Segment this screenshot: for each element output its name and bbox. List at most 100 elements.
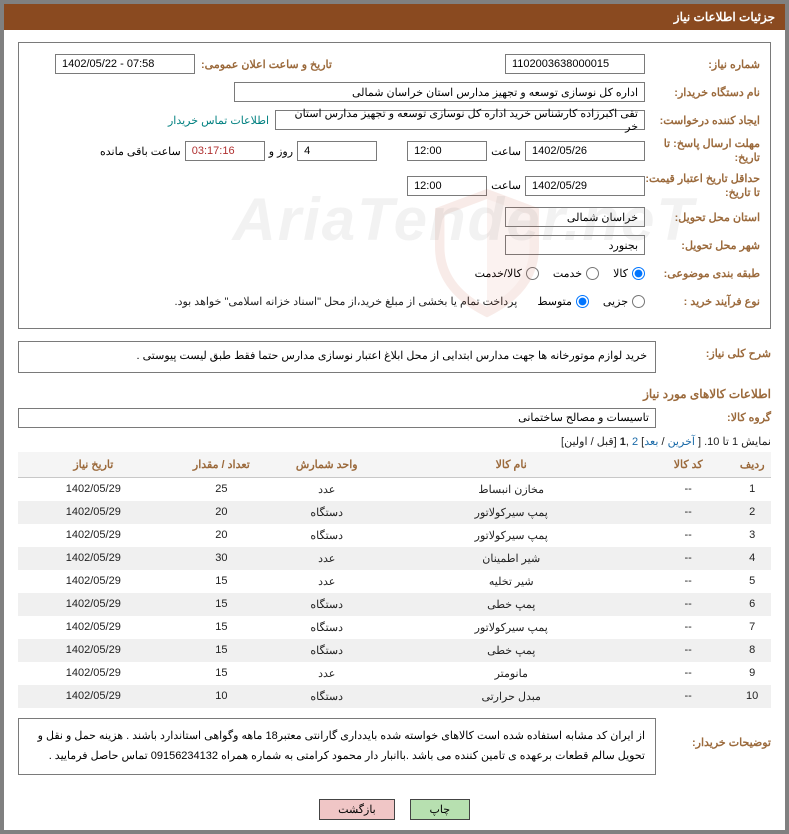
table-row: 1--مخازن انبساطعدد251402/05/29 xyxy=(18,477,771,501)
radio-goods[interactable] xyxy=(632,267,645,280)
table-cell: 4 xyxy=(733,547,771,570)
table-cell: 6 xyxy=(733,593,771,616)
table-cell: -- xyxy=(643,662,733,685)
field-creator: تقی اکبرزاده کارشناس خرید اداره کل نوساز… xyxy=(275,110,645,130)
radio-goods-service[interactable] xyxy=(526,267,539,280)
radio-service[interactable] xyxy=(586,267,599,280)
field-days-remaining: 4 xyxy=(297,141,377,161)
field-province: خراسان شمالی xyxy=(505,207,645,227)
col-header: واحد شمارش xyxy=(274,452,379,478)
table-cell: -- xyxy=(643,524,733,547)
row-province: استان محل تحویل: خراسان شمالی xyxy=(29,206,760,228)
radio-goods-wrap[interactable]: کالا xyxy=(613,267,645,280)
table-cell: -- xyxy=(643,616,733,639)
paging-prefix: نمایش 1 تا 10. [ xyxy=(695,436,771,448)
radio-service-wrap[interactable]: خدمت xyxy=(553,267,599,280)
table-cell: دستگاه xyxy=(274,639,379,662)
table-row: 2--پمپ سیرکولاتوردستگاه201402/05/29 xyxy=(18,501,771,524)
row-reply-deadline: مهلت ارسال پاسخ: تا تاریخ: 1402/05/26 سا… xyxy=(29,137,760,166)
goods-table-body: 1--مخازن انبساطعدد251402/05/292--پمپ سیر… xyxy=(18,477,771,708)
table-cell: -- xyxy=(643,501,733,524)
col-header: نام کالا xyxy=(379,452,643,478)
table-cell: 1402/05/29 xyxy=(18,524,169,547)
field-need-no: 1102003638000015 xyxy=(505,54,645,74)
table-cell: پمپ سیرکولاتور xyxy=(379,524,643,547)
table-cell: 15 xyxy=(169,662,274,685)
row-purchase-type: نوع فرآیند خرید : جزیی متوسط پرداخت تمام… xyxy=(29,290,760,312)
paging-prev-first: قبل / اولین xyxy=(564,436,614,448)
table-cell: 7 xyxy=(733,616,771,639)
label-purchase-type: نوع فرآیند خرید : xyxy=(645,295,760,308)
label-city: شهر محل تحویل: xyxy=(645,239,760,252)
row-buyer-org: نام دستگاه خریدار: اداره کل نوسازی توسعه… xyxy=(29,81,760,103)
table-cell: 25 xyxy=(169,477,274,501)
col-header: ردیف xyxy=(733,452,771,478)
table-cell: پمپ خطی xyxy=(379,639,643,662)
label-buyer-org: نام دستگاه خریدار: xyxy=(645,86,760,99)
radio-medium-wrap[interactable]: متوسط xyxy=(537,295,589,308)
table-cell: 1 xyxy=(733,477,771,501)
table-row: 4--شیر اطمینانعدد301402/05/29 xyxy=(18,547,771,570)
table-cell: -- xyxy=(643,593,733,616)
table-cell: 1402/05/29 xyxy=(18,501,169,524)
table-cell: شیر اطمینان xyxy=(379,547,643,570)
table-cell: مانومتر xyxy=(379,662,643,685)
label-days-and: روز و xyxy=(265,145,297,158)
table-cell: 20 xyxy=(169,524,274,547)
table-cell: 2 xyxy=(733,501,771,524)
field-price-valid-date: 1402/05/29 xyxy=(525,176,645,196)
row-creator: ایجاد کننده درخواست: تقی اکبرزاده کارشنا… xyxy=(29,109,760,131)
label-hour-2: ساعت xyxy=(487,179,525,192)
table-cell: 1402/05/29 xyxy=(18,547,169,570)
label-province: استان محل تحویل: xyxy=(645,211,760,224)
table-cell: عدد xyxy=(274,570,379,593)
table-cell: عدد xyxy=(274,547,379,570)
table-cell: 10 xyxy=(733,685,771,708)
goods-info-title: اطلاعات کالاهای مورد نیاز xyxy=(18,387,771,401)
payment-note: پرداخت تمام یا بخشی از مبلغ خرید،از محل … xyxy=(175,295,518,308)
table-cell: 8 xyxy=(733,639,771,662)
table-cell: 20 xyxy=(169,501,274,524)
col-header: تعداد / مقدار xyxy=(169,452,274,478)
goods-table-head: ردیفکد کالانام کالاواحد شمارشتعداد / مقد… xyxy=(18,452,771,478)
radio-medium[interactable] xyxy=(576,295,589,308)
radio-service-label: خدمت xyxy=(553,267,582,280)
radio-small-label: جزیی xyxy=(603,295,628,308)
field-time-remaining: 03:17:16 xyxy=(185,141,265,161)
radio-goods-label: کالا xyxy=(613,267,628,280)
table-row: 3--پمپ سیرکولاتوردستگاه201402/05/29 xyxy=(18,524,771,547)
table-row: 5--شیر تخلیهعدد151402/05/29 xyxy=(18,570,771,593)
table-cell: شیر تخلیه xyxy=(379,570,643,593)
paging-last-link[interactable]: آخرین xyxy=(668,436,695,448)
table-cell: 1402/05/29 xyxy=(18,593,169,616)
table-cell: مخازن انبساط xyxy=(379,477,643,501)
table-cell: پمپ خطی xyxy=(379,593,643,616)
table-cell: دستگاه xyxy=(274,685,379,708)
header-bar: جزئیات اطلاعات نیاز xyxy=(4,4,785,30)
radio-small-wrap[interactable]: جزیی xyxy=(603,295,645,308)
paging-sep1: / xyxy=(658,436,667,448)
table-cell: -- xyxy=(643,477,733,501)
paging-next-link[interactable]: بعد xyxy=(644,436,658,448)
table-cell: -- xyxy=(643,547,733,570)
row-price-validity: حداقل تاریخ اعتبار قیمت: تا تاریخ: 1402/… xyxy=(29,172,760,201)
field-city: بجنورد xyxy=(505,235,645,255)
label-announce-dt: تاریخ و ساعت اعلان عمومی: xyxy=(195,58,338,71)
table-row: 10--مبدل حرارتیدستگاه101402/05/29 xyxy=(18,685,771,708)
label-goods-group: گروه کالا: xyxy=(656,411,771,424)
field-buyer-org: اداره کل نوسازی توسعه و تجهیز مدارس استا… xyxy=(234,82,645,102)
table-cell: پمپ سیرکولاتور xyxy=(379,616,643,639)
field-goods-group: تاسیسات و مصالح ساختمانی xyxy=(18,408,656,428)
table-cell: 15 xyxy=(169,616,274,639)
row-buyer-notes: توضیحات خریدار: از ایران کد مشابه استفاد… xyxy=(18,718,771,776)
table-cell: 15 xyxy=(169,639,274,662)
contact-buyer-link[interactable]: اطلاعات تماس خریدار xyxy=(168,114,269,127)
label-price-validity: حداقل تاریخ اعتبار قیمت: تا تاریخ: xyxy=(645,172,760,201)
content-area: AriaTender.neT شماره نیاز: 1102003638000… xyxy=(4,30,785,789)
radio-small[interactable] xyxy=(632,295,645,308)
table-row: 7--پمپ سیرکولاتوردستگاه151402/05/29 xyxy=(18,616,771,639)
radio-goods-service-wrap[interactable]: کالا/خدمت xyxy=(475,267,539,280)
label-buyer-notes: توضیحات خریدار: xyxy=(656,718,771,776)
label-creator: ایجاد کننده درخواست: xyxy=(645,114,760,127)
label-subject-class: طبقه بندی موضوعی: xyxy=(645,267,760,280)
